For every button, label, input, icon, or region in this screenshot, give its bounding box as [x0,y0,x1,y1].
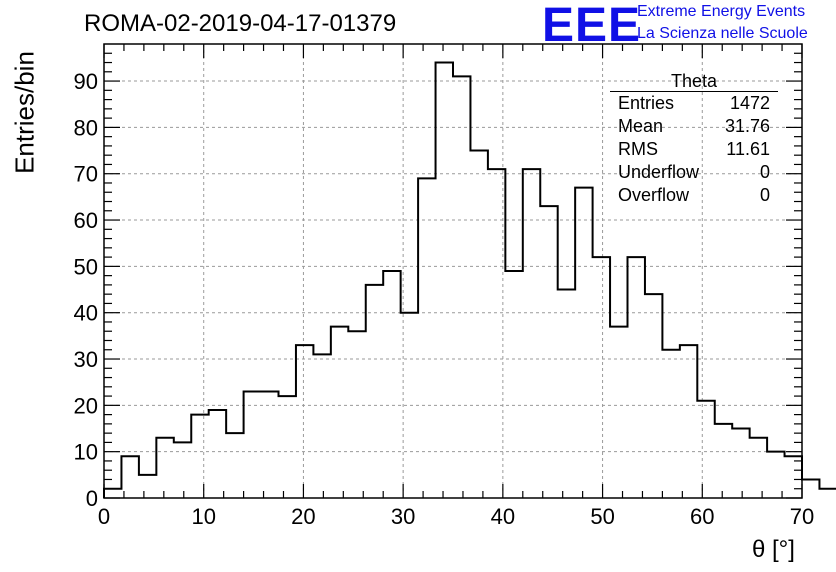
eee-logo-line1: Extreme Energy Events [637,3,806,20]
y-tick-label: 20 [74,393,98,418]
histogram-bin [540,206,557,498]
y-tick-label: 80 [74,115,98,140]
histogram-bin [226,433,243,498]
histogram-bin [802,479,819,498]
histogram-bin [680,345,697,498]
grid-lines [104,44,802,498]
stats-value: 11.61 [726,139,770,159]
y-tick-label: 0 [86,486,98,511]
chart-title: ROMA-02-2019-04-17-01379 [84,10,397,37]
histogram-bin [750,438,767,498]
histogram-bin [715,424,732,498]
stats-value: 0 [759,185,770,205]
histogram-bin [470,151,487,498]
histogram-outline [103,61,836,498]
x-tick-label: 60 [690,504,714,529]
stats-value: 0 [759,162,770,182]
stats-value: 1472 [729,93,770,113]
x-tick-label: 10 [191,504,215,529]
stats-row-rms: RMS 11.61 [610,138,778,161]
y-tick-label: 40 [74,301,98,326]
stats-label: Mean [618,116,664,136]
histogram-bin [819,489,836,498]
histogram-bin [662,350,679,498]
histogram-bin [436,63,453,498]
histogram-bin [418,178,435,498]
x-tick-label: 70 [790,504,814,529]
y-tick-label: 70 [74,162,98,187]
histogram-bin [209,410,226,498]
histogram-bin [313,354,330,498]
histogram-bin [261,391,278,498]
y-tick-label: 50 [74,254,98,279]
histogram-bin [575,188,592,498]
histogram-bin [174,442,191,498]
axis-ticks [103,44,803,499]
x-tick-label: 50 [590,504,614,529]
histogram-bin [104,489,121,498]
histogram-bin [331,327,348,498]
y-tick-label: 90 [74,69,98,94]
stats-label: Underflow [618,162,700,182]
histogram-bin [523,169,540,498]
x-tick-label: 40 [491,504,515,529]
histogram-bin [156,438,173,498]
stats-row-entries: Entries 1472 [610,92,778,115]
stats-row-underflow: Underflow 0 [610,161,778,184]
histogram-bin [593,257,610,498]
stats-row-overflow: Overflow 0 [610,184,778,207]
stats-row-mean: Mean 31.76 [610,115,778,138]
stats-value: 31.76 [724,116,770,136]
histogram-bin [785,456,802,498]
histogram-bin [610,327,627,498]
stats-title: Theta [610,72,778,92]
tick-labels: 0 10 20 30 40 50 60 70 0 10 20 30 40 50 60 70 80 90 [74,69,815,529]
y-axis-label: Entries/bin [9,51,40,174]
histogram-bin [244,391,261,498]
stats-label: Overflow [618,185,690,205]
histogram-bin [732,429,749,498]
stats-label: Entries [618,93,675,113]
histogram-bin [366,285,383,498]
histogram-bin [628,257,645,498]
y-tick-label: 30 [74,347,98,372]
histogram-bin [697,401,714,498]
histogram-bin [191,415,208,498]
plot-frame [103,43,803,499]
histogram-bin [645,294,662,498]
histogram-bin [139,475,156,498]
histogram-bin [348,331,365,498]
x-tick-label: 30 [391,504,415,529]
x-tick-label: 20 [291,504,315,529]
histogram-bin [279,396,296,498]
eee-logo-line2: La Scienza nelle Scuole [637,25,808,42]
histogram-bin [558,290,575,498]
stats-box: Theta Entries 1472 Mean 31.76 RMS 11.61 … [610,72,778,207]
histogram-bin [296,345,313,498]
histogram-bin [383,271,400,498]
eee-logo-mark: EEE [542,0,642,52]
y-tick-label: 10 [74,440,98,465]
histogram-bin [505,271,522,498]
y-tick-label: 60 [74,208,98,233]
x-axis-label: θ [°] [752,536,795,563]
x-tick-label: 0 [98,504,110,529]
histogram-bin [453,76,470,498]
stats-label: RMS [618,139,658,159]
